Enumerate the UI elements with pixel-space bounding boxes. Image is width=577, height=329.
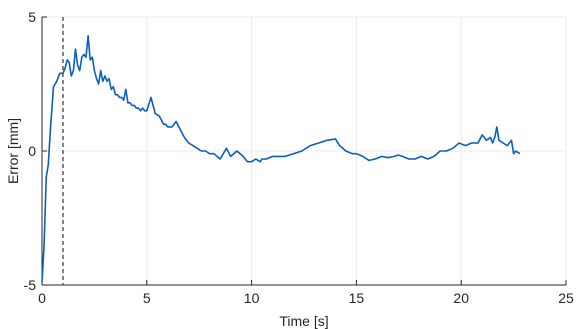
x-tick-label: 25: [558, 290, 574, 306]
x-axis-label: Time [s]: [279, 313, 328, 329]
x-tick-label: 20: [453, 290, 469, 306]
x-tick-label: 15: [349, 290, 365, 306]
x-tick-label: 0: [38, 290, 46, 306]
x-axis-ticks: 0 5 10 15 20 25: [38, 280, 574, 306]
y-tick-label: 5: [28, 9, 36, 25]
x-tick-label: 5: [143, 290, 151, 306]
y-tick-label: -5: [24, 277, 37, 293]
y-axis-ticks: -5 0 5: [24, 9, 47, 293]
series-line-0: [41, 34, 521, 283]
x-tick-label: 10: [244, 290, 260, 306]
series-lines: [41, 34, 521, 283]
y-tick-label: 0: [28, 143, 36, 159]
y-axis-label: Error [mm]: [5, 118, 21, 184]
grid: [42, 16, 567, 285]
